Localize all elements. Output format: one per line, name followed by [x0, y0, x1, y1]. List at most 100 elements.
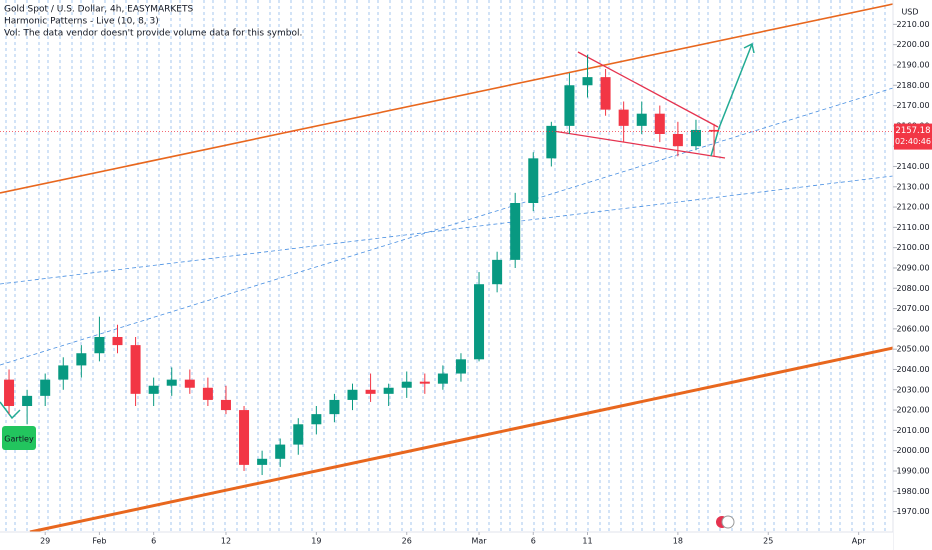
- x-tick-label: 26: [402, 537, 412, 546]
- candle-body: [437, 373, 448, 384]
- indicator-title: Harmonic Patterns - Live (10, 8, 3): [4, 17, 159, 27]
- y-tick-label: 2190.00: [896, 60, 929, 69]
- candle-body: [618, 109, 629, 126]
- candles: [4, 54, 720, 476]
- y-tick-label: 2180.00: [896, 81, 929, 90]
- y-tick-label: 2130.00: [896, 182, 929, 191]
- candle-body: [257, 458, 268, 465]
- y-tick-label: 2070.00: [896, 304, 929, 313]
- x-tick-label: Feb: [92, 537, 106, 546]
- candle-body: [293, 424, 304, 445]
- y-tick-label: 2090.00: [896, 263, 929, 272]
- candle-body: [474, 284, 485, 360]
- candle-body: [600, 77, 611, 110]
- pattern-leg: [0, 401, 21, 420]
- volume-note: Vol: The data vendor doesn't provide vol…: [4, 29, 302, 39]
- bar-countdown: 02:40:46: [895, 137, 931, 146]
- y-tick-label: 2200.00: [896, 40, 929, 49]
- currency-label[interactable]: USD: [901, 8, 918, 17]
- y-tick-label: 2100.00: [896, 243, 929, 252]
- y-tick-label: 2010.00: [896, 426, 929, 435]
- candle-body: [492, 259, 503, 285]
- candle-body: [40, 379, 51, 396]
- x-tick-label: 25: [763, 537, 773, 546]
- x-tick-label: 11: [582, 537, 592, 546]
- candle-body: [130, 345, 141, 394]
- y-tick-label: 1990.00: [896, 466, 929, 475]
- x-tick-label: 6: [151, 537, 156, 546]
- candle-body: [4, 379, 15, 407]
- channel-upper: [0, 3, 894, 194]
- candle-body: [94, 336, 105, 354]
- x-tick-label: Apr: [852, 537, 867, 546]
- candle-body: [184, 379, 195, 388]
- candle-body: [329, 399, 340, 415]
- candle-body: [148, 385, 159, 394]
- candle-body: [347, 389, 358, 400]
- last-price: 2157.18: [895, 126, 930, 136]
- drawings: [0, 3, 894, 534]
- candle-body: [22, 395, 33, 407]
- triangle-upper: [577, 51, 719, 128]
- candle-body: [401, 381, 412, 388]
- candle-body: [311, 414, 322, 425]
- y-tick-label: 2140.00: [896, 162, 929, 171]
- y-tick-label: 2120.00: [896, 203, 929, 212]
- y-tick-label: 2030.00: [896, 385, 929, 394]
- y-tick-label: 2170.00: [896, 101, 929, 110]
- candle-body: [112, 336, 123, 346]
- y-tick-label: 2060.00: [896, 324, 929, 333]
- candle-body: [275, 444, 286, 459]
- x-tick-label: 6: [531, 537, 536, 546]
- pattern-badge: [2, 426, 36, 450]
- candle-body: [365, 389, 376, 394]
- x-tick-label: 12: [221, 537, 231, 546]
- channel-mid-lower: [0, 175, 894, 285]
- channel-mid-upper: [0, 87, 894, 366]
- candle-body: [239, 410, 250, 465]
- symbol-title: Gold Spot / U.S. Dollar, 4h, EASYMARKETS: [4, 5, 193, 15]
- x-tick-label: Mar: [471, 537, 487, 546]
- candle-body: [654, 113, 665, 134]
- candle-body: [202, 387, 213, 400]
- triangle-lower: [552, 130, 726, 159]
- candle-body: [220, 399, 231, 411]
- y-tick-label: 2020.00: [896, 406, 929, 415]
- channel-lower: [29, 346, 894, 534]
- y-tick-label: 1970.00: [896, 507, 929, 516]
- candle-body: [528, 158, 539, 204]
- y-tick-label: 1980.00: [896, 487, 929, 496]
- projection-arrow: [710, 43, 753, 157]
- y-tick-label: 2000.00: [896, 446, 929, 455]
- candle-body: [76, 353, 87, 366]
- price-axis: [893, 0, 932, 550]
- candle-body: [546, 125, 557, 159]
- candle-body: [58, 365, 69, 380]
- pattern-label: Gartley: [4, 435, 34, 444]
- y-axis: 1970.00 1980.00 1990.00 2000.00 2010.00 2020.…: [893, 20, 930, 516]
- candle-body: [166, 379, 177, 386]
- candle-body: [709, 129, 720, 132]
- candle-body: [419, 381, 430, 384]
- candle-body: [672, 133, 683, 147]
- x-axis: 29 Feb 6 12 19 26 Mar 6 11 18 25 Apr: [40, 532, 866, 546]
- y-tick-label: 2080.00: [896, 284, 929, 293]
- candle-body: [510, 203, 521, 260]
- candle-body: [690, 129, 701, 147]
- x-tick-label: 18: [673, 537, 683, 546]
- y-tick-label: 2040.00: [896, 365, 929, 374]
- event-icon[interactable]: [721, 515, 735, 529]
- candle-body: [582, 77, 593, 86]
- candle-body: [383, 387, 394, 394]
- y-tick-label: 2210.00: [896, 20, 929, 29]
- arrow-head: [743, 42, 755, 54]
- session-lines: [5, 0, 886, 532]
- y-tick-label: 2110.00: [896, 223, 929, 232]
- candle-body: [636, 113, 647, 126]
- x-tick-label: 19: [311, 537, 321, 546]
- last-price-tag: [894, 123, 932, 150]
- y-tick-label: 2050.00: [896, 345, 929, 354]
- candle-body: [455, 359, 466, 374]
